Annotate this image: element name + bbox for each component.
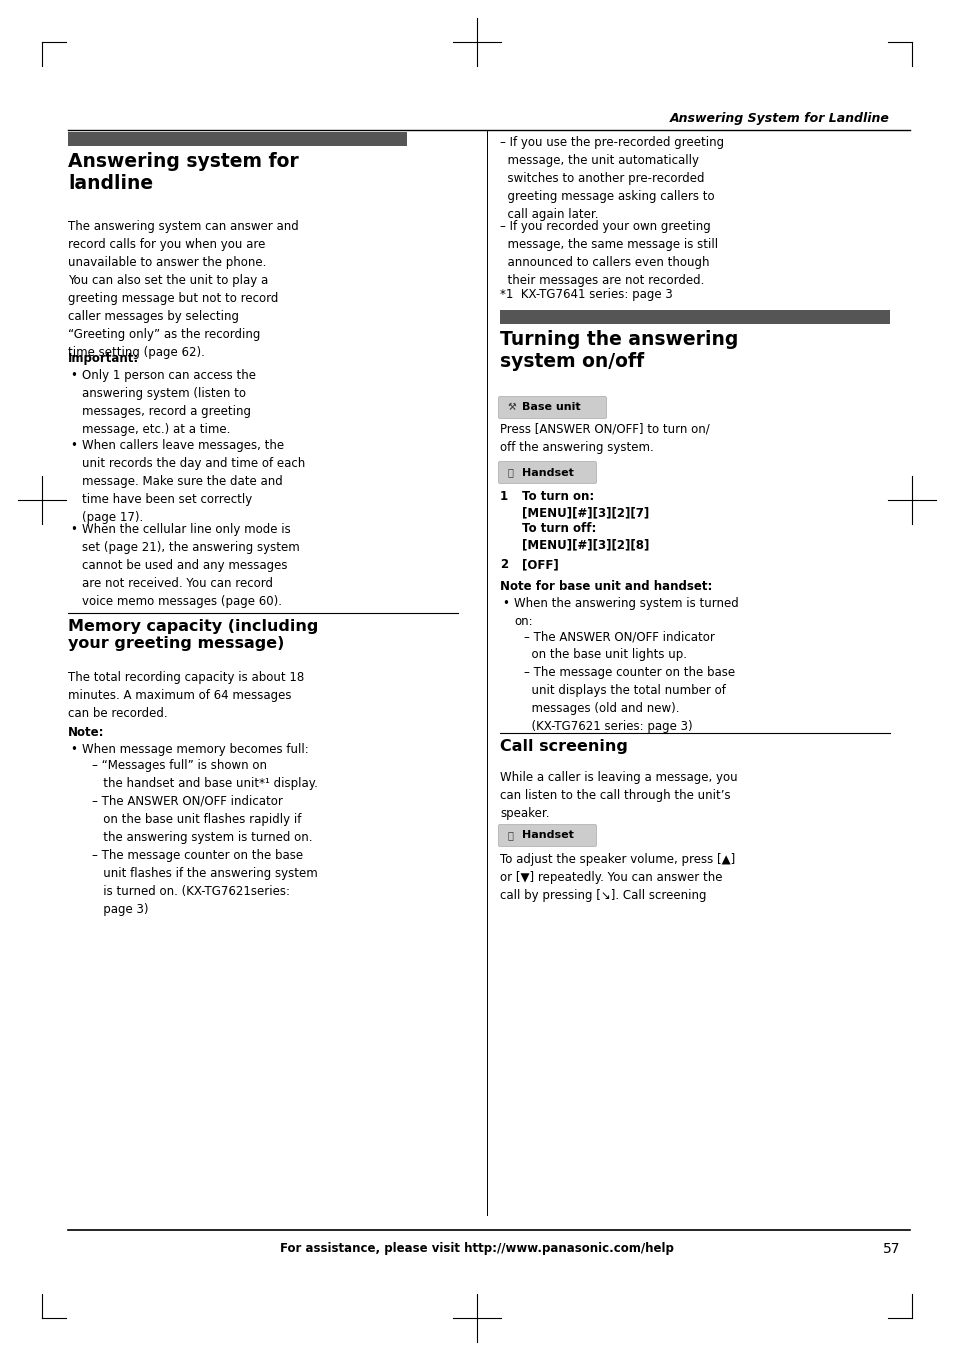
- Text: To adjust the speaker volume, press [▲]
or [▼] repeatedly. You can answer the
ca: To adjust the speaker volume, press [▲] …: [499, 853, 735, 902]
- Text: 📞: 📞: [507, 831, 514, 840]
- Text: [OFF]: [OFF]: [521, 558, 558, 571]
- Bar: [68, 132, 407, 146]
- Text: Handset: Handset: [521, 468, 574, 477]
- Text: •: •: [70, 439, 77, 452]
- Text: Important:: Important:: [68, 352, 139, 364]
- Text: When the cellular line only mode is
set (page 21), the answering system
cannot b: When the cellular line only mode is set …: [82, 524, 299, 608]
- Text: When callers leave messages, the
unit records the day and time of each
message. : When callers leave messages, the unit re…: [82, 439, 305, 524]
- Text: •: •: [70, 524, 77, 536]
- Text: Answering System for Landline: Answering System for Landline: [669, 112, 889, 125]
- FancyBboxPatch shape: [498, 397, 606, 419]
- Text: •: •: [501, 597, 508, 611]
- Text: The total recording capacity is about 18
minutes. A maximum of 64 messages
can b: The total recording capacity is about 18…: [68, 670, 304, 719]
- Text: Handset: Handset: [521, 831, 574, 840]
- Text: While a caller is leaving a message, you
can listen to the call through the unit: While a caller is leaving a message, you…: [499, 771, 737, 820]
- Bar: [499, 310, 889, 324]
- Text: Press ⁠[ANSWER ON/OFF]⁠ to turn on/
off the answering system.: Press ⁠[ANSWER ON/OFF]⁠ to turn on/ off …: [499, 423, 709, 454]
- Text: When the answering system is turned
on:: When the answering system is turned on:: [514, 597, 738, 628]
- Text: When message memory becomes full:: When message memory becomes full:: [82, 743, 309, 756]
- Text: To turn off:: To turn off:: [521, 522, 596, 534]
- FancyBboxPatch shape: [498, 824, 596, 846]
- Text: [MENU][#][3][2][8]: [MENU][#][3][2][8]: [521, 539, 649, 551]
- Text: 📞: 📞: [507, 468, 514, 477]
- Text: 57: 57: [882, 1242, 899, 1257]
- Text: To turn on:: To turn on:: [521, 490, 594, 503]
- Text: 1: 1: [499, 490, 508, 503]
- Text: Note for base unit and handset:: Note for base unit and handset:: [499, 579, 712, 593]
- Text: Note:: Note:: [68, 726, 105, 738]
- Text: Only 1 person can access the
answering system (listen to
messages, record a gree: Only 1 person can access the answering s…: [82, 369, 255, 437]
- Text: Call screening: Call screening: [499, 738, 627, 753]
- Text: – The ANSWER ON/OFF indicator
  on the base unit lights up.
– The message counte: – The ANSWER ON/OFF indicator on the bas…: [523, 630, 735, 733]
- Text: – If you use the pre-recorded greeting
  message, the unit automatically
  switc: – If you use the pre-recorded greeting m…: [499, 136, 723, 220]
- Text: – “Messages full” is shown on
   the handset and base unit*¹ display.
– The ANSW: – “Messages full” is shown on the handse…: [91, 759, 317, 917]
- Text: The answering system can answer and
record calls for you when you are
unavailabl: The answering system can answer and reco…: [68, 220, 298, 359]
- Text: •: •: [70, 743, 77, 756]
- Text: [MENU][#][3][2][7]: [MENU][#][3][2][7]: [521, 506, 649, 520]
- Text: Memory capacity (including
your greeting message): Memory capacity (including your greeting…: [68, 619, 318, 651]
- Text: – If you recorded your own greeting
  message, the same message is still
  annou: – If you recorded your own greeting mess…: [499, 220, 718, 287]
- Text: •: •: [70, 369, 77, 382]
- FancyBboxPatch shape: [498, 461, 596, 484]
- Text: Base unit: Base unit: [521, 403, 580, 412]
- Text: Answering system for
landline: Answering system for landline: [68, 152, 298, 193]
- Text: Turning the answering
system on/off: Turning the answering system on/off: [499, 330, 738, 371]
- Text: For assistance, please visit http://www.panasonic.com/help: For assistance, please visit http://www.…: [280, 1242, 673, 1255]
- Text: ⚒: ⚒: [507, 403, 517, 412]
- Text: 2: 2: [499, 558, 508, 571]
- Text: *1  KX-TG7641 series: page 3: *1 KX-TG7641 series: page 3: [499, 288, 672, 301]
